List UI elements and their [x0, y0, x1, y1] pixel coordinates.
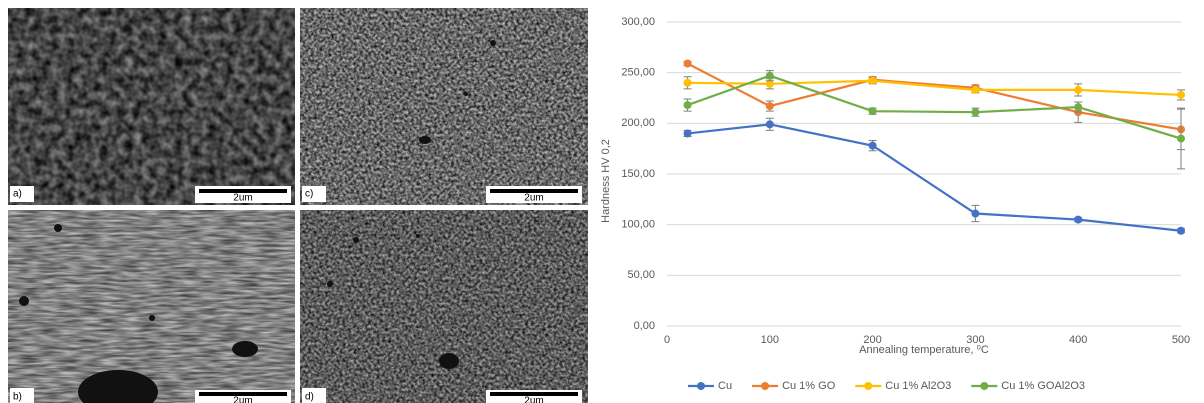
y-axis-label: Hardness HV 0,2 — [600, 139, 612, 223]
x-tick-label: 500 — [1172, 334, 1190, 346]
y-tick-label: 300,00 — [621, 16, 655, 28]
scale-label: 2um — [524, 193, 543, 204]
data-point — [1177, 134, 1185, 143]
series-line — [687, 79, 1182, 97]
y-tick-label: 250,00 — [621, 67, 655, 79]
y-tick-label: 50,00 — [627, 269, 655, 281]
x-tick-label: 100 — [761, 334, 779, 346]
series-line — [687, 62, 1182, 131]
data-point — [683, 101, 692, 110]
x-tick-label: 300 — [966, 334, 984, 346]
legend-label: Cu 1% GOAl2O3 — [1001, 380, 1085, 392]
data-point — [765, 102, 774, 111]
legend-marker — [761, 382, 770, 390]
legend-label: Cu 1% GO — [782, 380, 836, 392]
data-point — [971, 209, 980, 218]
scale-label: 2um — [524, 396, 543, 403]
legend-label: Cu — [718, 380, 732, 392]
data-point — [868, 107, 877, 116]
panel-label: a) — [13, 189, 22, 200]
data-point — [868, 76, 877, 85]
data-point — [1074, 215, 1083, 224]
x-tick-label: 200 — [863, 334, 881, 346]
data-point — [765, 120, 774, 129]
scale-label: 2um — [233, 396, 252, 403]
micrograph-a: a) 2um — [8, 8, 295, 205]
panel-label: c) — [305, 189, 313, 200]
series-line — [687, 123, 1182, 232]
micrograph-c: c) 2um — [300, 8, 588, 205]
y-tick-label: 0,00 — [634, 320, 655, 332]
x-tick-label: 0 — [664, 334, 670, 346]
data-point — [1074, 85, 1083, 94]
micrograph-d: d) 2um — [300, 210, 588, 403]
y-tick-label: 150,00 — [621, 168, 655, 180]
data-point — [971, 85, 980, 94]
data-point — [765, 71, 774, 80]
legend-marker — [980, 382, 989, 390]
data-point — [683, 78, 692, 87]
data-point — [1177, 226, 1185, 235]
data-point — [971, 108, 980, 117]
panel-label: d) — [305, 392, 314, 403]
panel-label: b) — [13, 392, 22, 403]
data-point — [1177, 90, 1185, 99]
series-line — [687, 74, 1182, 140]
y-tick-label: 200,00 — [621, 117, 655, 129]
data-point — [683, 59, 692, 68]
micrograph-b: b) 2um — [8, 210, 295, 403]
data-point — [683, 129, 692, 138]
y-tick-label: 100,00 — [621, 219, 655, 231]
scale-label: 2um — [233, 193, 252, 204]
data-point — [765, 79, 774, 88]
x-axis-label: Annealing temperature, ⁰C — [859, 344, 989, 356]
legend-label: Cu 1% Al2O3 — [885, 380, 951, 392]
data-point — [1074, 103, 1083, 112]
legend-marker — [697, 382, 705, 390]
data-point — [868, 141, 877, 150]
legend-marker — [864, 382, 873, 390]
x-tick-label: 400 — [1069, 334, 1087, 346]
